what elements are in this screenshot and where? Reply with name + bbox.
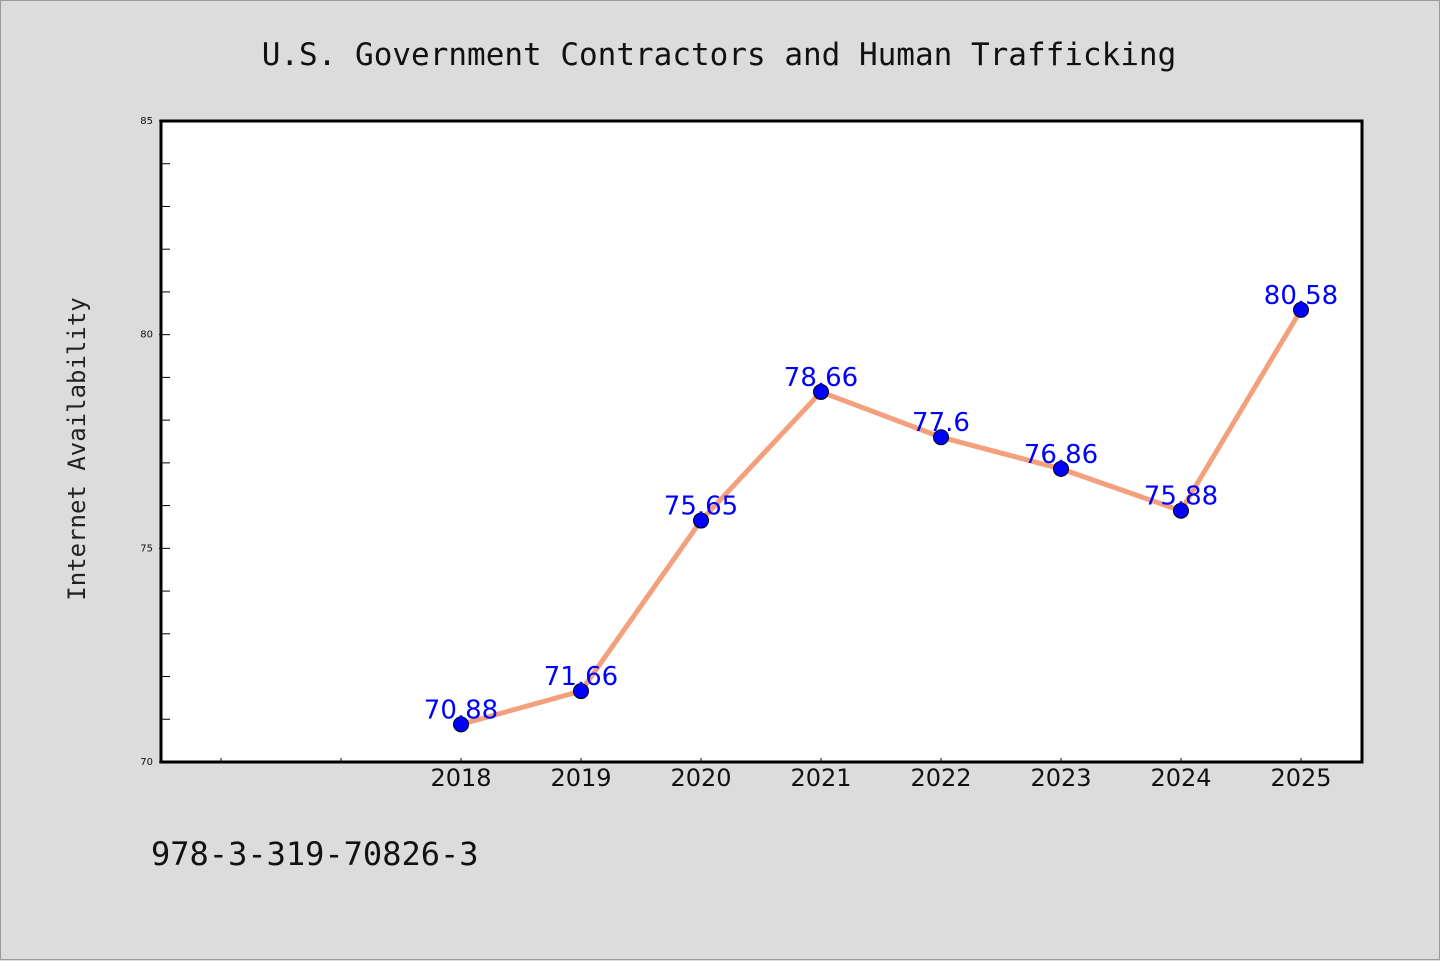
data-label: 71.66: [544, 662, 618, 692]
data-label: 76.86: [1024, 440, 1098, 470]
data-point: [693, 512, 709, 529]
data-point: [1053, 460, 1069, 477]
series-line: [458, 307, 1304, 727]
data-point: [573, 683, 589, 700]
data-point: [813, 383, 829, 400]
data-point: [933, 429, 949, 446]
data-point: [1293, 301, 1309, 318]
y-axis-label: Internet Availability: [63, 297, 91, 600]
x-tick-label: 2022: [910, 764, 971, 792]
x-tick-label: 2018: [430, 764, 491, 792]
data-point: [1173, 502, 1189, 519]
chart-title: U.S. Government Contractors and Human Tr…: [262, 37, 1177, 73]
data-label: 70.88: [424, 695, 498, 725]
data-label: 75.88: [1144, 482, 1218, 512]
x-tick-label: 2019: [550, 764, 611, 792]
isbn-footer: 978-3-319-70826-3: [151, 835, 479, 873]
plot-frame: [159, 119, 1364, 764]
y-tick-label: 75: [140, 543, 153, 554]
x-tick-label: 2023: [1030, 764, 1091, 792]
x-tick-label: 2020: [670, 764, 731, 792]
data-label: 75.65: [664, 492, 738, 522]
x-tick-label: 2025: [1270, 764, 1331, 792]
x-tick-label: 2021: [790, 764, 851, 792]
y-tick-label: 80: [140, 330, 153, 341]
data-label: 78.66: [784, 363, 858, 393]
data-labels-layer: 70.88 71.66 75.65 78.66 77.6 76.86 75.88 80.58: [424, 281, 1338, 726]
plot-area: [161, 121, 1362, 762]
y-tick-label: 70: [140, 757, 153, 768]
data-label: 77.6: [912, 408, 970, 438]
axis-ticks: 70 75 80 85 2018 2019 2020 2021 2022 2023 2024 2025: [140, 116, 1331, 792]
y-tick-label: 85: [140, 116, 153, 127]
data-label: 80.58: [1264, 281, 1338, 311]
x-tick-label: 2024: [1150, 764, 1211, 792]
data-point: [453, 716, 469, 733]
series-layer: [453, 301, 1309, 733]
